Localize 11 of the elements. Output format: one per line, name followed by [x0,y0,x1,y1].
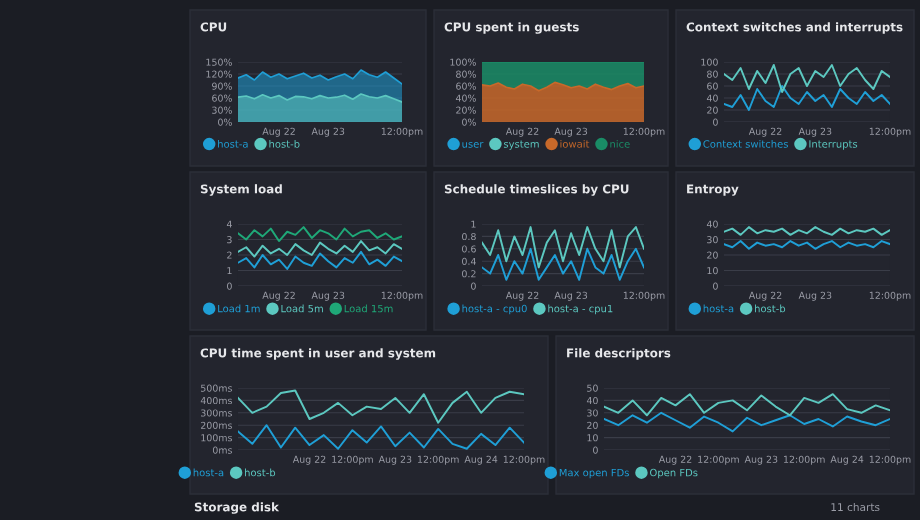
line-series [238,226,402,243]
line-series [724,64,890,93]
line-series [724,85,890,111]
line-series [482,247,644,281]
line-series [238,424,524,450]
line-series [238,240,402,258]
line-series [482,226,644,269]
line-series [238,389,524,424]
line-series [604,393,890,417]
line-series [238,250,402,270]
line-series [604,411,890,433]
